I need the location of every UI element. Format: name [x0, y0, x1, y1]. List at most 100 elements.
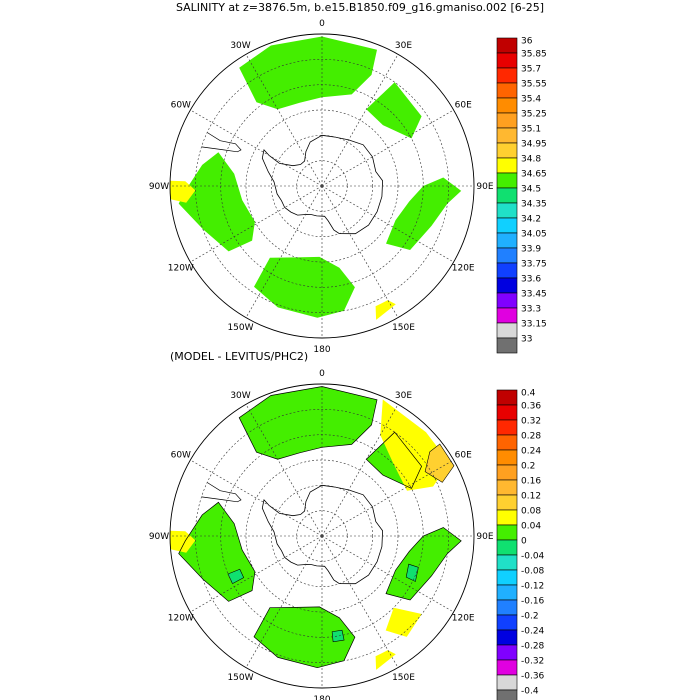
colorbar-tick-label: -0.32 [521, 657, 544, 667]
colorbar-tick-label: 33.3 [521, 305, 541, 315]
longitude-label: 90W [149, 182, 169, 192]
colorbar-swatch [496, 479, 518, 496]
colorbar-swatch [496, 539, 518, 556]
colorbar-swatch [496, 494, 518, 511]
meridian-gridline [321, 185, 399, 318]
longitude-label: 60E [455, 101, 472, 111]
colorbar-swatch [496, 112, 518, 129]
meridian-gridline [321, 404, 399, 537]
longitude-label: 180 [313, 345, 330, 355]
field-region-green-3 [386, 177, 462, 250]
longitude-label: 150E [392, 673, 415, 683]
salinity-map-panel: SALINITY at z=3876.5m, b.e15.B1850.f09_g… [149, 1, 547, 355]
chart-title: SALINITY at z=3876.5m, b.e15.B1850.f09_g… [176, 1, 544, 14]
meridian-gridline [321, 535, 399, 668]
longitude-label: 90E [476, 532, 493, 542]
meridian-gridline [245, 54, 323, 187]
field-region-green-0 [239, 386, 377, 460]
colorbar-swatch [496, 82, 518, 99]
field-region-cyan-0 [227, 568, 245, 585]
colorbar-tick-label: 0.28 [521, 432, 541, 442]
colorbar-tick-label: -0.08 [521, 567, 545, 577]
colorbar-tick-label: -0.28 [521, 642, 545, 652]
colorbar-tick-label: 35.85 [521, 50, 547, 60]
longitude-label: 30E [395, 41, 412, 51]
field-region-yellow-3 [375, 650, 396, 670]
longitude-label: 60E [455, 451, 472, 461]
longitude-label: 60W [171, 101, 191, 111]
colorbar-tick-label: 34.5 [521, 185, 541, 195]
colorbar-tick-label: 34.05 [521, 230, 547, 240]
antarctica-coastline [261, 484, 384, 585]
colorbar-tick-label: 34.35 [521, 200, 547, 210]
colorbar-swatch [496, 659, 518, 676]
field-region-cyan-1 [405, 563, 419, 582]
south-america-coastline [201, 482, 242, 503]
meridian-gridline [245, 535, 323, 668]
colorbar-swatch [496, 674, 518, 691]
colorbar-swatch [496, 232, 518, 249]
colorbar-tick-label: 34.8 [521, 155, 541, 165]
field-region-cyan-2 [331, 629, 345, 643]
colorbar-swatch [496, 404, 518, 421]
colorbar-tick-label: 36 [521, 37, 533, 47]
meridian-gridline [190, 459, 323, 537]
colorbar-tick-label: 0.36 [521, 402, 541, 412]
colorbar-tick-label: 34.95 [521, 140, 547, 150]
meridian-gridline [321, 185, 454, 263]
colorbar-tick-label: 35.7 [521, 65, 541, 75]
colorbar-tick-label: 0 [521, 537, 527, 547]
colorbar-tick-label: 33 [521, 335, 532, 345]
field-region-green-3 [386, 527, 462, 600]
colorbar-swatch [496, 629, 518, 646]
chart-title: (MODEL - LEVITUS/PHC2) [170, 350, 308, 363]
contour-line-4 [253, 606, 356, 669]
colorbar-swatch [496, 127, 518, 144]
colorbar-swatch [496, 584, 518, 601]
colorbar-tick-label: -0.24 [521, 627, 545, 637]
field-region-green-4 [254, 606, 355, 668]
colorbar-swatch [496, 37, 518, 54]
field-region-green-0 [239, 36, 377, 110]
colorbar-tick-label: 0.4 [521, 389, 536, 399]
parallel-gridline [270, 484, 373, 587]
longitude-label: 60W [171, 451, 191, 461]
colorbar-swatch [496, 97, 518, 114]
colorbar-tick-label: 33.45 [521, 290, 547, 300]
colorbar-tick-label: 33.9 [521, 245, 541, 255]
longitude-label: 90E [476, 182, 493, 192]
colorbar-tick-label: 0.08 [521, 507, 541, 517]
longitude-label: 150W [227, 323, 253, 333]
colorbar-tick-label: 33.6 [521, 275, 541, 285]
colorbar-tick-label: -0.36 [521, 672, 545, 682]
longitude-label: 30W [230, 41, 250, 51]
meridian-gridline [321, 459, 454, 537]
colorbar-swatch [496, 277, 518, 294]
map-fields [170, 34, 474, 338]
meridian-gridline [321, 54, 399, 187]
meridian-gridline [190, 185, 323, 263]
longitude-label: 0 [319, 19, 325, 29]
parallel-gridline [195, 408, 449, 663]
parallel-gridline [195, 59, 449, 313]
map-fields [170, 384, 474, 688]
longitude-label: 90W [149, 532, 169, 542]
longitude-label: 150W [227, 673, 253, 683]
colorbar-swatch [496, 157, 518, 174]
colorbar-swatch [496, 202, 518, 219]
colorbar-swatch [496, 569, 518, 586]
colorbar-swatch [496, 509, 518, 526]
map-boundary [169, 383, 475, 689]
colorbar-swatch [496, 389, 518, 406]
colorbar-tick-label: 35.4 [521, 95, 541, 105]
colorbar-swatch [496, 187, 518, 204]
colorbar-tick-label: 0.24 [521, 447, 541, 457]
colorbar-tick-label: 35.1 [521, 125, 541, 135]
colorbar-tick-label: 0.2 [521, 462, 535, 472]
parallel-gridline [270, 135, 373, 238]
meridian-gridline [190, 109, 323, 187]
antarctica-coastline [261, 134, 384, 235]
longitude-label: 120W [168, 614, 194, 624]
map-boundary [169, 33, 475, 339]
colorbar-swatch [496, 689, 518, 700]
